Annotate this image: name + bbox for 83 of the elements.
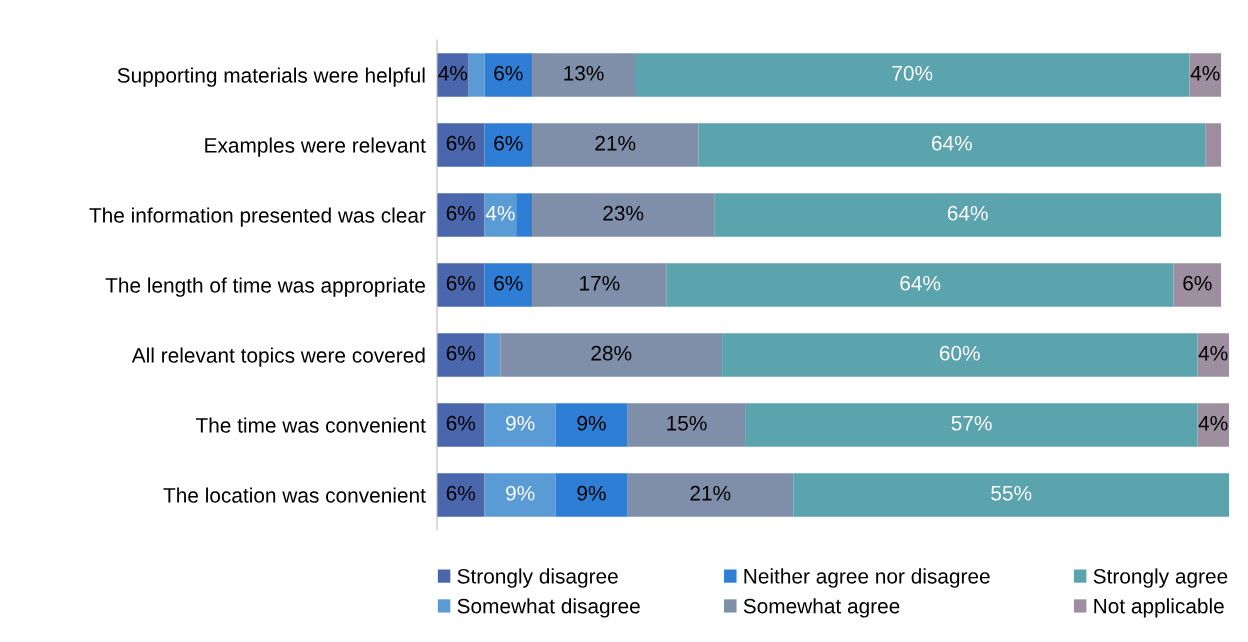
bar [484, 333, 501, 377]
y-tick-label: The location was convenient [163, 487, 426, 503]
data-label: 6% [494, 65, 523, 81]
data-label: 23% [603, 205, 644, 221]
data-label: 55% [991, 485, 1032, 501]
data-label: 4% [1198, 415, 1228, 431]
data-label: 70% [892, 65, 933, 81]
legend-label: Strongly agree [1093, 568, 1228, 588]
legend-label: Not applicable [1094, 598, 1224, 618]
data-label: 6% [446, 135, 476, 151]
bar [532, 123, 699, 167]
bar [532, 263, 667, 307]
data-label: 4% [485, 205, 515, 221]
bar [793, 473, 1229, 517]
data-label: 9% [506, 415, 535, 431]
data-label: 64% [947, 205, 988, 221]
bar [555, 473, 628, 517]
bar [500, 333, 723, 377]
legend-label: Strongly disagree [457, 568, 618, 588]
bar [698, 123, 1206, 167]
bar [484, 193, 517, 237]
bar [555, 403, 628, 447]
bar [437, 123, 485, 167]
legend-label: Neither agree nor disagree [744, 568, 990, 588]
bar [532, 193, 715, 237]
bar [437, 473, 485, 517]
data-label: 9% [577, 485, 606, 501]
bar [635, 53, 1190, 97]
data-label: 6% [446, 485, 476, 501]
data-label: 13% [564, 65, 604, 81]
bar [722, 333, 1198, 377]
data-label: 4% [1190, 65, 1220, 81]
bar [484, 53, 533, 97]
data-label: 9% [577, 415, 606, 431]
bar [627, 403, 746, 447]
data-label: 6% [1183, 275, 1212, 291]
legend-label: Somewhat agree [743, 598, 900, 618]
bar [516, 193, 533, 237]
data-label: 4% [1198, 345, 1228, 361]
bar [484, 263, 533, 307]
data-label: 6% [494, 135, 523, 151]
legend-label: Somewhat disagree [457, 598, 640, 618]
bar [437, 333, 485, 377]
bar [714, 193, 1222, 237]
bar [484, 473, 556, 517]
data-label: 6% [446, 345, 476, 361]
y-tick-label: The information presented was clear [89, 207, 426, 227]
bar [1197, 403, 1229, 447]
data-label: 6% [494, 275, 523, 291]
bar [437, 193, 485, 237]
bar [532, 53, 635, 97]
y-tick-label: Supporting materials were helpful [117, 67, 425, 87]
y-tick-label: All relevant topics were covered [131, 347, 425, 367]
data-label: 57% [951, 415, 992, 431]
data-label: 6% [446, 275, 476, 291]
data-label: 64% [932, 135, 972, 151]
data-label: 21% [690, 485, 731, 501]
bar [1189, 53, 1222, 97]
bar [484, 403, 556, 447]
data-label: 15% [667, 415, 707, 431]
bar [484, 123, 533, 167]
data-label: 60% [939, 345, 980, 361]
data-label: 6% [446, 415, 476, 431]
bar [1205, 123, 1222, 167]
bar [627, 473, 794, 517]
bar [437, 263, 485, 307]
data-label: 17% [580, 275, 620, 291]
data-label: 28% [591, 345, 632, 361]
bar [437, 53, 469, 97]
bar [468, 53, 485, 97]
bar [437, 403, 485, 447]
bar [1173, 263, 1222, 307]
y-tick-label: The time was convenient [195, 417, 426, 433]
bar [745, 403, 1198, 447]
y-tick-label: The length of time was appropriate [105, 277, 425, 297]
data-label: 6% [446, 205, 476, 221]
y-tick-label: Examples were relevant [205, 137, 426, 157]
data-label: 21% [595, 135, 636, 151]
bar [666, 263, 1174, 307]
data-label: 9% [506, 485, 535, 501]
bar [1197, 333, 1229, 377]
data-label: 4% [438, 65, 468, 81]
data-label: 64% [900, 275, 941, 291]
